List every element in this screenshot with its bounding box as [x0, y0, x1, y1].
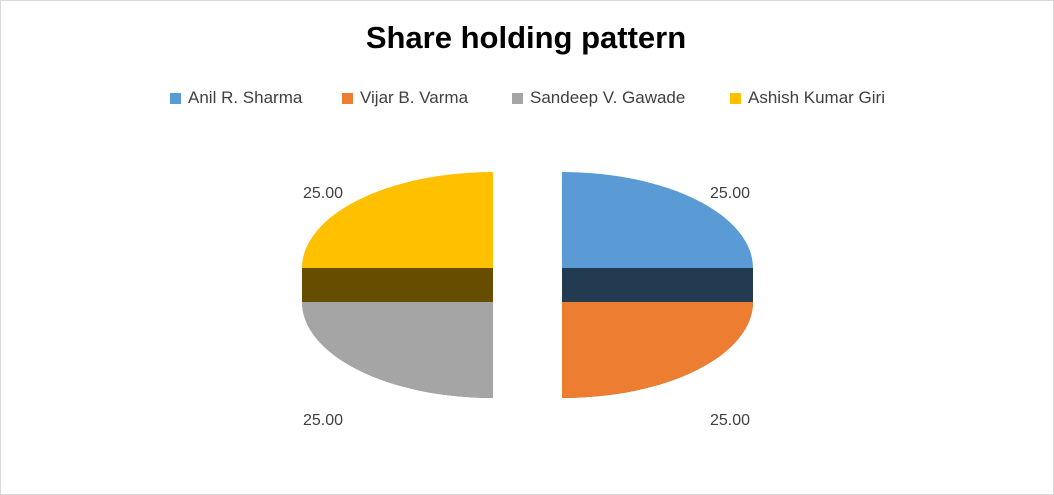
legend-swatch [170, 92, 181, 104]
legend-item-3: Ashish Kumar Giri [730, 86, 885, 110]
legend-item-1: Vijar B. Varma [342, 86, 468, 110]
legend-label: Anil R. Sharma [188, 88, 303, 107]
legend-swatch [730, 92, 741, 104]
chart-title: Share holding pattern [365, 20, 687, 55]
slice-cut-3 [302, 268, 493, 302]
legend: Anil R. Sharma Vijar B. Varma Sandeep V. G… [0, 86, 1052, 110]
slice-top-0 [562, 172, 753, 268]
legend-label: Vijar B. Varma [360, 88, 469, 107]
slice-top-3 [302, 172, 493, 268]
legend-swatch [512, 92, 523, 104]
slice-top-1 [562, 302, 753, 398]
legend-swatch [342, 92, 353, 104]
slice-top-2 [302, 302, 493, 398]
data-label-3: 25.00 [303, 185, 343, 202]
legend-item-0: Anil R. Sharma [170, 86, 302, 110]
legend-label: Sandeep V. Gawade [530, 88, 686, 107]
data-label-0: 25.00 [710, 185, 750, 202]
slice-cut-0 [562, 268, 753, 302]
data-label-1: 25.00 [710, 412, 750, 429]
legend-item-2: Sandeep V. Gawade [512, 86, 685, 110]
legend-label: Ashish Kumar Giri [748, 88, 885, 107]
data-label-2: 25.00 [303, 412, 343, 429]
